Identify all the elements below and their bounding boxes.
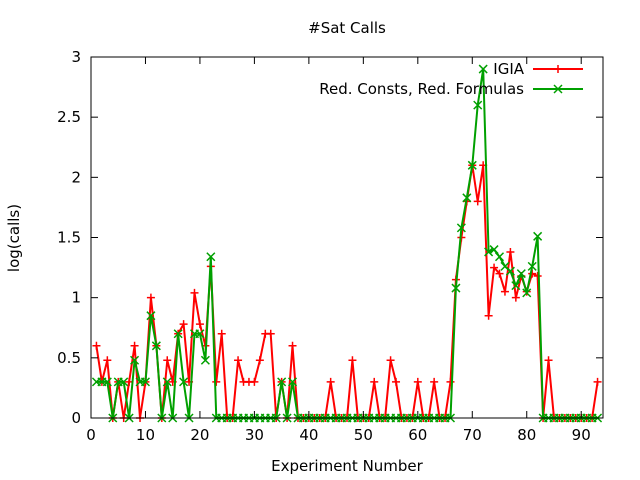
legend-entry: IGIA	[493, 60, 583, 78]
legend: IGIA Red. Consts, Red. Formulas	[319, 60, 583, 98]
data-point	[151, 341, 161, 351]
data-point	[484, 247, 494, 257]
legend-entry: Red. Consts, Red. Formulas	[319, 80, 583, 98]
x-tick-label: 20	[190, 426, 209, 444]
data-point	[392, 377, 401, 386]
data-point	[533, 231, 543, 241]
data-point	[446, 377, 455, 386]
data-point	[473, 100, 483, 110]
data-point	[522, 288, 532, 298]
data-point	[462, 193, 472, 203]
y-tick-label: 3	[71, 48, 81, 66]
x-tick-label: 0	[86, 426, 96, 444]
data-point	[511, 281, 521, 291]
data-point	[495, 269, 504, 278]
data-point	[288, 341, 297, 350]
data-point	[212, 377, 221, 386]
data-point	[255, 356, 264, 365]
data-point	[250, 377, 259, 386]
data-point	[179, 320, 188, 329]
data-point	[484, 311, 493, 320]
data-point	[195, 320, 204, 329]
data-point	[593, 377, 602, 386]
data-point	[163, 356, 172, 365]
data-point	[288, 377, 298, 387]
data-point	[489, 245, 499, 255]
plot-frame	[90, 56, 604, 419]
data-point	[505, 266, 515, 276]
legend-label: Red. Consts, Red. Formulas	[319, 80, 524, 98]
data-point	[430, 377, 439, 386]
data-point	[326, 377, 335, 386]
data-point	[140, 377, 150, 387]
data-point	[494, 252, 505, 262]
data-point	[386, 356, 395, 365]
x-tick-label: 60	[408, 426, 427, 444]
data-point	[119, 377, 129, 387]
data-point	[348, 356, 357, 365]
legend-label: IGIA	[493, 60, 524, 78]
data-point	[206, 252, 216, 262]
legend-swatch-marker	[553, 84, 563, 94]
data-point	[533, 272, 542, 281]
x-tick-label: 50	[354, 426, 373, 444]
data-point	[266, 329, 275, 338]
series-line	[95, 164, 599, 419]
data-point	[527, 261, 537, 271]
data-point	[456, 223, 466, 233]
data-point	[506, 247, 515, 256]
data-point	[92, 341, 101, 350]
data-point	[277, 377, 287, 387]
y-tick-label: 1.5	[57, 229, 81, 247]
data-point	[478, 64, 488, 74]
data-point	[500, 287, 509, 296]
data-point	[511, 293, 520, 302]
data-point	[490, 263, 499, 272]
y-tick-label: 2	[71, 168, 81, 186]
data-point	[146, 311, 156, 321]
data-point	[103, 356, 112, 365]
data-point	[130, 341, 139, 350]
legend-swatch-marker	[554, 65, 562, 73]
data-point	[217, 329, 226, 338]
data-point	[195, 329, 205, 339]
x-tick-label: 70	[463, 426, 482, 444]
data-point	[467, 160, 477, 170]
data-point	[102, 377, 112, 387]
chart-title: #Sat Calls	[308, 19, 386, 37]
data-point	[162, 377, 172, 387]
data-point	[146, 293, 155, 302]
series-line	[96, 68, 598, 419]
data-point	[413, 377, 422, 386]
y-axis-label: log(calls)	[5, 204, 23, 272]
data-point	[179, 377, 189, 387]
data-point	[234, 356, 243, 365]
data-point	[544, 356, 553, 365]
data-point	[370, 377, 379, 386]
tick-layer: 0 10 20 30 40 50 60 70 80 90 0 0.5 1 1.5 2 2.5 3	[57, 48, 603, 444]
x-axis-label: Experiment Number	[271, 457, 424, 475]
y-tick-label: 1	[71, 289, 81, 307]
x-tick-label: 90	[572, 426, 591, 444]
x-tick-label: 30	[245, 426, 264, 444]
data-point	[130, 355, 140, 365]
y-tick-label: 2.5	[57, 108, 81, 126]
x-tick-label: 80	[517, 426, 536, 444]
y-tick-label: 0	[71, 409, 81, 427]
data-point	[190, 288, 199, 297]
data-point	[173, 329, 183, 339]
data-point	[200, 355, 210, 365]
y-tick-label: 0.5	[57, 349, 81, 367]
data-point	[451, 283, 461, 293]
data-point	[473, 197, 482, 206]
x-tick-label: 10	[136, 426, 155, 444]
x-tick-label: 40	[299, 426, 318, 444]
data-point	[516, 269, 526, 279]
series-layer	[91, 64, 603, 423]
